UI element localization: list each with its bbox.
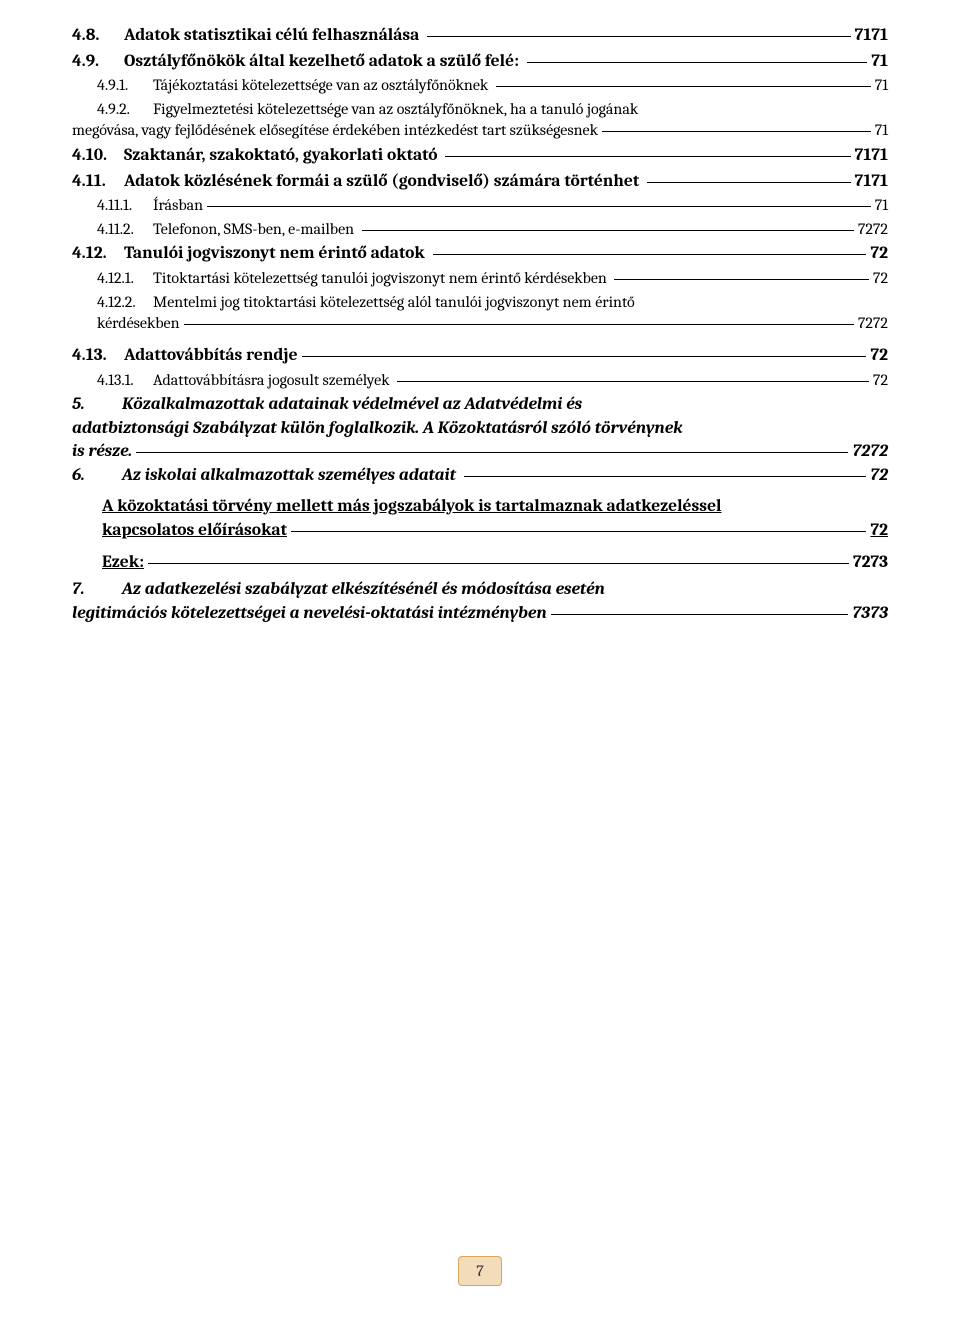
entry-text-cont: megóvása, vagy fejlődésének elősegítése … (72, 120, 598, 142)
toc-entry: 4.9.2. Figyelmeztetési kötelezettsége va… (72, 99, 888, 142)
entry-page: 7272 (858, 219, 888, 241)
leader-line (291, 531, 867, 532)
toc-entry: 4.9. Osztályfőnökök által kezelhető adat… (72, 50, 888, 74)
toc-entry: 4.13.1. Adattovábbításra jogosult személ… (72, 370, 888, 392)
leader-line (427, 36, 850, 37)
entry-page: 71 (875, 120, 888, 142)
entry-number: 4.13. (72, 344, 124, 368)
leader-line (362, 230, 854, 231)
toc-section-7: 7. Az adatkezelési szabályzat elkészítés… (72, 578, 888, 625)
entry-number: 4.12. (72, 242, 124, 266)
entry-text: Tanulói jogviszonyt nem érintő adatok (124, 242, 429, 266)
section-text: Az iskolai alkalmazottak személyes adata… (122, 464, 460, 488)
section-number: 7. (72, 578, 94, 602)
section-text-line1: Az adatkezelési szabályzat elkészítéséné… (122, 578, 605, 602)
section-text-line3: is része. (72, 440, 132, 464)
entry-number: 4.9. (72, 50, 124, 74)
subsection-page: 7273 (853, 552, 888, 572)
entry-number: 4.13.1. (97, 370, 153, 392)
section-text-line2: legitimációs kötelezettségei a nevelési-… (72, 602, 547, 626)
entry-text: Adatok közlésének formái a szülő (gondvi… (124, 170, 643, 194)
entry-page: 72 (873, 370, 888, 392)
section-page: 7272 (852, 440, 888, 464)
entry-page: 72 (870, 242, 888, 266)
entry-page: 71 (871, 50, 888, 74)
entry-page: 72 (870, 344, 888, 368)
entry-page: 71 (875, 195, 888, 217)
toc-entry: 4.12. Tanulói jogviszonyt nem érintő ada… (72, 242, 888, 266)
leader-line (184, 324, 854, 325)
section-number: 5. (72, 393, 94, 417)
toc-section-5: 5. Közalkalmazottak adatainak védelmével… (72, 393, 888, 464)
toc-entry: 4.11.2. Telefonon, SMS-ben, e-mailben 72… (72, 219, 888, 241)
toc-entry: 4.8. Adatok statisztikai célú felhasznál… (72, 24, 888, 48)
leader-line (136, 452, 848, 453)
entry-text: Telefonon, SMS-ben, e-mailben (153, 219, 358, 241)
leader-line (433, 254, 867, 255)
entry-text: Adattovábbítás rendje (124, 344, 298, 368)
toc-entry: 4.13. Adattovábbítás rendje 72 (72, 344, 888, 368)
entry-page: 7171 (855, 144, 888, 168)
toc-entry: 4.12.1. Titoktartási kötelezettség tanul… (72, 268, 888, 290)
subsection-text-line2: kapcsolatos előírásokat (102, 518, 287, 543)
entry-text: Írásban (153, 195, 203, 217)
entry-text: Szaktanár, szakoktató, gyakorlati oktató (124, 144, 441, 168)
entry-text: Adattovábbításra jogosult személyek (153, 370, 393, 392)
entry-text: Adatok statisztikai célú felhasználása (124, 24, 423, 48)
entry-page: 7171 (855, 24, 888, 48)
entry-text: Titoktartási kötelezettség tanulói jogvi… (153, 268, 610, 290)
leader-line (302, 356, 867, 357)
section-page: 72 (870, 464, 888, 488)
toc-section-6: 6. Az iskolai alkalmazottak személyes ad… (72, 464, 888, 488)
entry-text: Mentelmi jog titoktartási kötelezettség … (153, 292, 635, 314)
subsection-text: Ezek: (102, 550, 144, 575)
toc-entry: 4.12.2. Mentelmi jog titoktartási kötele… (72, 292, 888, 335)
entry-page: 7272 (858, 313, 888, 335)
leader-line (614, 279, 869, 280)
entry-text-cont: kérdésekben (97, 313, 180, 335)
leader-line (647, 182, 851, 183)
leader-line (496, 86, 871, 87)
leader-line (445, 156, 850, 157)
subsection-text-line1: A közoktatási törvény mellett más jogsza… (102, 496, 722, 516)
entry-page: 71 (875, 75, 888, 97)
entry-number: 4.12.2. (97, 292, 153, 314)
toc-entry: 4.11. Adatok közlésének formái a szülő (… (72, 170, 888, 194)
leader-line (602, 131, 871, 132)
entry-number: 4.11.2. (97, 219, 153, 241)
entry-page: 7171 (855, 170, 888, 194)
entry-number: 4.11. (72, 170, 124, 194)
entry-number: 4.11.1. (97, 195, 153, 217)
leader-line (397, 381, 869, 382)
leader-line (207, 206, 871, 207)
leader-line (551, 614, 849, 615)
subsection-page: 72 (870, 518, 888, 543)
page-number-value: 7 (476, 1262, 484, 1280)
leader-line (148, 563, 849, 564)
entry-number: 4.9.1. (97, 75, 153, 97)
entry-number: 4.9.2. (97, 99, 153, 121)
page-number-badge: 7 (458, 1256, 502, 1286)
toc-entry: 4.9.1. Tájékoztatási kötelezettsége van … (72, 75, 888, 97)
section-number: 6. (72, 464, 94, 488)
entry-text: Tájékoztatási kötelezettsége van az oszt… (153, 75, 492, 97)
toc-subsection-underline: A közoktatási törvény mellett más jogsza… (72, 494, 888, 543)
entry-number: 4.10. (72, 144, 124, 168)
leader-line (464, 476, 866, 477)
entry-text: Osztályfőnökök által kezelhető adatok a … (124, 50, 523, 74)
toc-entry: 4.10. Szaktanár, szakoktató, gyakorlati … (72, 144, 888, 168)
toc-subsection-underline: Ezek: 7273 (72, 550, 888, 575)
entry-number: 4.12.1. (97, 268, 153, 290)
section-page: 7373 (852, 602, 888, 626)
entry-text: Figyelmeztetési kötelezettsége van az os… (153, 99, 638, 121)
leader-line (527, 62, 868, 63)
section-text-line2: adatbiztonsági Szabályzat külön foglalko… (72, 417, 888, 441)
entry-page: 72 (873, 268, 888, 290)
toc-entry: 4.11.1. Írásban 71 (72, 195, 888, 217)
table-of-contents: 4.8. Adatok statisztikai célú felhasznál… (72, 24, 888, 625)
section-text: Közalkalmazottak adatainak védelmével az… (122, 393, 582, 417)
entry-number: 4.8. (72, 24, 124, 48)
